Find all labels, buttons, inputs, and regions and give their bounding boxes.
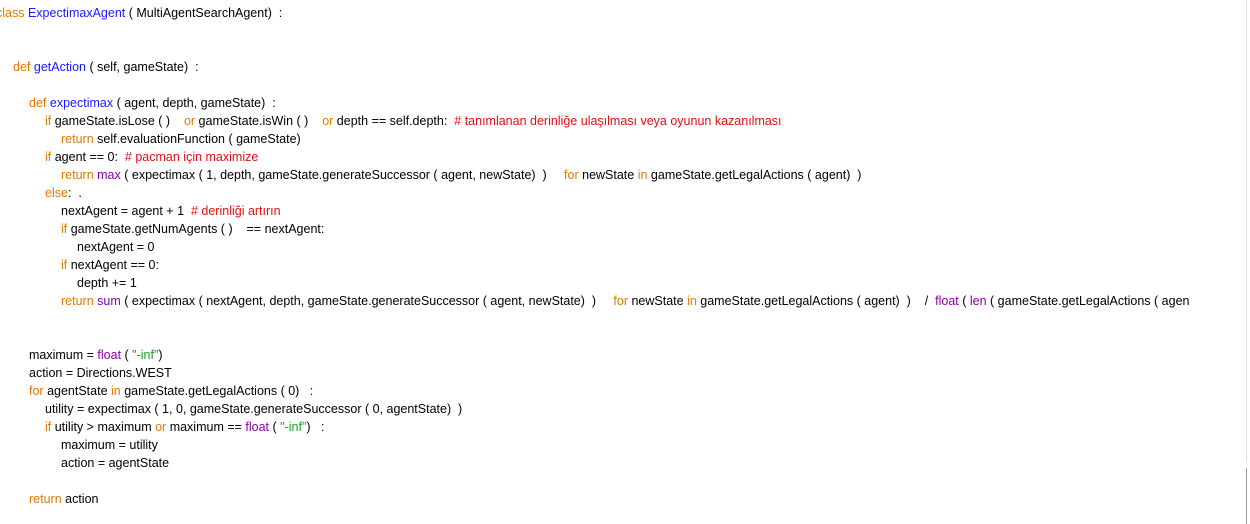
code-token: if <box>61 222 68 236</box>
code-token: agentState <box>43 384 112 398</box>
code-line: maximum = utility <box>61 436 158 454</box>
code-token: or <box>183 114 196 128</box>
code-line: return self.evaluationFunction ( gameSta… <box>61 130 301 148</box>
code-token: gameState.getLegalActions ( 0) : <box>120 384 314 398</box>
code-token: nextAgent = agent + 1 <box>61 204 191 218</box>
code-token: return <box>61 132 94 146</box>
code-token: newState <box>578 168 638 182</box>
code-token: if <box>61 258 68 272</box>
code-line: def getAction ( self, gameState) : <box>13 58 199 76</box>
code-token: nextAgent == 0: <box>67 258 159 272</box>
code-token: gameState.isWin ( ) <box>195 114 323 128</box>
code-line: for agentState in gameState.getLegalActi… <box>29 382 313 400</box>
code-token: getAction <box>33 60 86 74</box>
code-token: ( <box>121 348 133 362</box>
code-token: expectimax <box>49 96 114 110</box>
code-token: gameState.isLose ( ) <box>51 114 184 128</box>
code-line: depth += 1 <box>77 274 137 292</box>
code-token: return <box>61 294 94 308</box>
code-token: def <box>29 96 47 110</box>
code-token: for <box>29 384 44 398</box>
code-line: maximum = float ( "-inf") <box>29 346 163 364</box>
code-token: for <box>564 168 579 182</box>
code-token: action = Directions.WEST <box>29 366 172 380</box>
code-line: def expectimax ( agent, depth, gameState… <box>29 94 276 112</box>
code-token: ( <box>269 420 281 434</box>
code-token: else <box>45 186 68 200</box>
code-token: if <box>45 150 52 164</box>
code-string: "-inf" <box>132 348 159 362</box>
code-line: if utility > maximum or maximum == float… <box>45 418 324 436</box>
code-token: gameState.getLegalActions ( agent) ) / <box>696 294 936 308</box>
code-token: class <box>0 6 25 20</box>
code-token: sum <box>97 294 121 308</box>
code-token: or <box>322 114 334 128</box>
code-string: "-inf" <box>280 420 307 434</box>
code-line: return sum ( expectimax ( nextAgent, dep… <box>61 292 1189 310</box>
code-token: nextAgent = 0 <box>77 240 155 254</box>
code-token: float <box>935 294 959 308</box>
code-token: action = agentState <box>61 456 170 470</box>
code-token: return <box>61 168 94 182</box>
code-line: if gameState.getNumAgents ( ) == nextAge… <box>61 220 324 238</box>
code-token: ( MultiAgentSearchAgent) : <box>125 6 283 20</box>
code-comment: # pacman için maximize <box>124 150 259 164</box>
code-token: float <box>97 348 122 362</box>
code-line: class ExpectimaxAgent ( MultiAgentSearch… <box>0 4 282 22</box>
code-line: return max ( expectimax ( 1, depth, game… <box>61 166 861 184</box>
code-token: self.evaluationFunction ( gameState) <box>93 132 301 146</box>
code-comment: # tanımlanan derinliğe ulaşılması veya o… <box>454 114 782 128</box>
code-token: maximum == <box>166 420 246 434</box>
code-line: if gameState.isLose ( ) or gameState.isW… <box>45 112 782 130</box>
code-token: max <box>97 168 121 182</box>
code-token: action <box>61 492 99 506</box>
code-token: def <box>13 60 31 74</box>
code-token: ( self, gameState) : <box>86 60 199 74</box>
code-token: ExpectimaxAgent <box>27 6 126 20</box>
code-token: ( gameState.getLegalActions ( agen <box>986 294 1190 308</box>
code-token: gameState.getNumAgents ( ) == nextAgent: <box>67 222 325 236</box>
code-token: ( <box>958 294 970 308</box>
code-token: len <box>969 294 987 308</box>
code-token: maximum = utility <box>61 438 158 452</box>
code-line: action = Directions.WEST <box>29 364 172 382</box>
code-token: for <box>613 294 628 308</box>
code-token: ) <box>158 348 163 362</box>
code-line: utility = expectimax ( 1, 0, gameState.g… <box>45 400 462 418</box>
code-token: in <box>637 168 648 182</box>
code-comment: # derinliği artırın <box>190 204 281 218</box>
code-token: depth += 1 <box>77 276 137 290</box>
code-line: return action <box>29 490 99 508</box>
code-token: float <box>245 420 270 434</box>
code-token: agent == 0: <box>51 150 125 164</box>
code-line: if agent == 0: # pacman için maximize <box>45 148 258 166</box>
code-token: newState <box>627 294 688 308</box>
code-token: ( expectimax ( 1, depth, gameState.gener… <box>120 168 565 182</box>
code-token: or <box>155 420 167 434</box>
code-token: ( agent, depth, gameState) : <box>113 96 276 110</box>
code-token: return <box>29 492 62 506</box>
code-line: nextAgent = agent + 1 # derinliği artırı… <box>61 202 281 220</box>
code-token: utility = expectimax ( 1, 0, gameState.g… <box>45 402 463 416</box>
code-token: if <box>45 420 52 434</box>
code-token: gameState.getLegalActions ( agent) ) <box>647 168 862 182</box>
code-token: ( expectimax ( nextAgent, depth, gameSta… <box>120 294 614 308</box>
code-line: if nextAgent == 0: <box>61 256 159 274</box>
code-token: utility > maximum <box>51 420 156 434</box>
code-token: ) : <box>306 420 325 434</box>
code-token: in <box>111 384 121 398</box>
code-line: nextAgent = 0 <box>77 238 155 256</box>
code-token: maximum = <box>29 348 98 362</box>
code-token: depth == self.depth: <box>333 114 455 128</box>
scrollbar-track[interactable] <box>1246 0 1247 462</box>
code-token: : . <box>67 186 82 200</box>
code-line: action = agentState <box>61 454 169 472</box>
scrollbar-thumb[interactable] <box>1246 468 1247 524</box>
code-token: in <box>687 294 697 308</box>
code-line: else: . <box>45 184 82 202</box>
code-token: if <box>45 114 52 128</box>
